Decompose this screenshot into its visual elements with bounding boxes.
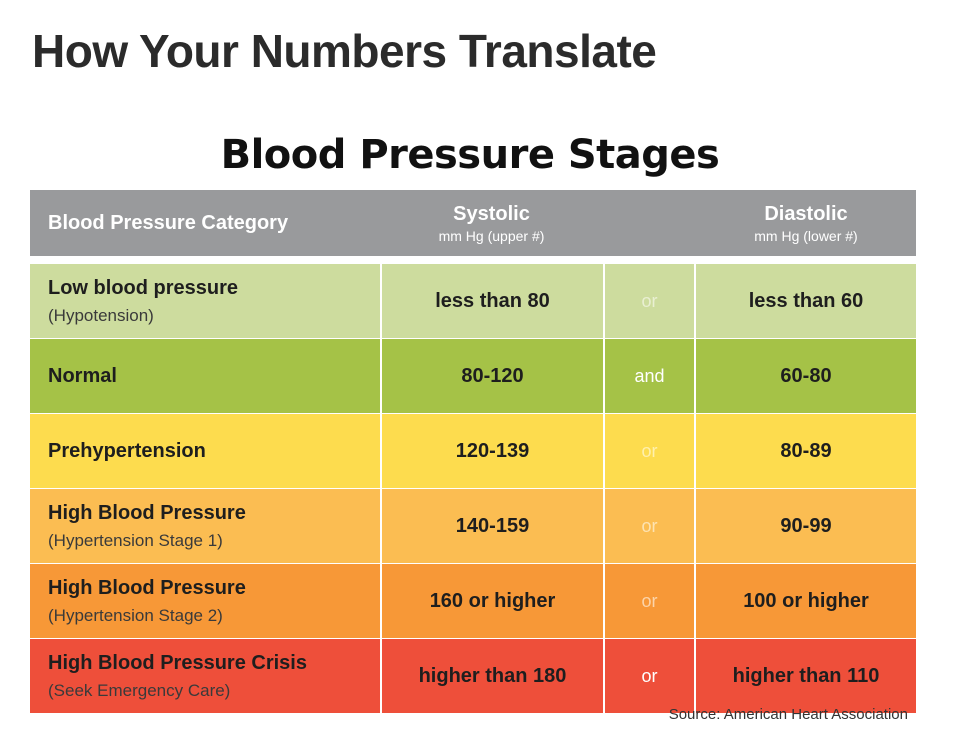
conjunction-label: or xyxy=(603,264,696,338)
header-gap xyxy=(30,256,916,264)
header-systolic-label: Systolic xyxy=(453,202,530,225)
systolic-value: less than 80 xyxy=(380,264,603,338)
category-name: High Blood Pressure xyxy=(48,501,246,524)
header-conjunction-spacer xyxy=(603,190,696,256)
header-diastolic-unit: mm Hg (lower #) xyxy=(754,227,858,244)
category-name: Prehypertension xyxy=(48,439,206,462)
systolic-value: 160 or higher xyxy=(380,564,603,638)
category-name: Normal xyxy=(48,364,117,387)
table-header: Blood Pressure Category Systolic mm Hg (… xyxy=(30,190,916,256)
category-cell: Normal xyxy=(30,339,380,413)
category-cell: High Blood Pressure Crisis (Seek Emergen… xyxy=(30,639,380,713)
diastolic-value: 60-80 xyxy=(780,364,832,387)
diastolic-value: 80-89 xyxy=(780,439,832,462)
category-cell: High Blood Pressure (Hypertension Stage … xyxy=(30,489,380,563)
systolic-value: higher than 180 xyxy=(380,639,603,713)
table-row: Prehypertension 120-139 or 80-89 xyxy=(30,414,916,488)
conjunction-label: or xyxy=(603,414,696,488)
systolic-value: 140-159 xyxy=(380,489,603,563)
category-name: High Blood Pressure Crisis xyxy=(48,651,307,674)
table-row: Low blood pressure (Hypotension) less th… xyxy=(30,264,916,338)
category-subtitle: (Hypotension) xyxy=(48,305,154,325)
blood-pressure-table: Blood Pressure Category Systolic mm Hg (… xyxy=(30,190,916,713)
conjunction-label: or xyxy=(603,564,696,638)
diastolic-value: less than 60 xyxy=(748,289,864,312)
conjunction-label: or xyxy=(603,639,696,713)
header-diastolic-label: Diastolic xyxy=(764,202,848,225)
header-systolic-unit: mm Hg (upper #) xyxy=(438,227,545,244)
category-cell: Low blood pressure (Hypotension) xyxy=(30,264,380,338)
source-credit: Source: American Heart Association xyxy=(668,706,908,723)
table-row: High Blood Pressure (Hypertension Stage … xyxy=(30,564,916,638)
page-title: How Your Numbers Translate xyxy=(32,25,657,77)
systolic-value: 120-139 xyxy=(380,414,603,488)
header-category: Blood Pressure Category xyxy=(48,211,289,234)
category-cell: High Blood Pressure (Hypertension Stage … xyxy=(30,564,380,638)
diastolic-value: 100 or higher xyxy=(743,589,869,612)
category-subtitle: (Seek Emergency Care) xyxy=(48,680,231,700)
table-title: Blood Pressure Stages xyxy=(220,132,720,178)
header-diastolic: Diastolic mm Hg (lower #) xyxy=(696,190,916,256)
category-name: Low blood pressure xyxy=(48,276,239,299)
conjunction-label: or xyxy=(603,489,696,563)
category-name: High Blood Pressure xyxy=(48,576,246,599)
diastolic-value: 90-99 xyxy=(780,514,832,537)
diastolic-value: higher than 110 xyxy=(732,664,880,687)
systolic-value: 80-120 xyxy=(380,339,603,413)
category-subtitle: (Hypertension Stage 2) xyxy=(48,605,223,625)
table-row: High Blood Pressure Crisis (Seek Emergen… xyxy=(30,639,916,713)
category-cell: Prehypertension xyxy=(30,414,380,488)
table-row: Normal 80-120 and 60-80 xyxy=(30,339,916,413)
table-row: High Blood Pressure (Hypertension Stage … xyxy=(30,489,916,563)
category-subtitle: (Hypertension Stage 1) xyxy=(48,530,223,550)
header-systolic: Systolic mm Hg (upper #) xyxy=(380,190,603,256)
conjunction-label: and xyxy=(603,339,696,413)
